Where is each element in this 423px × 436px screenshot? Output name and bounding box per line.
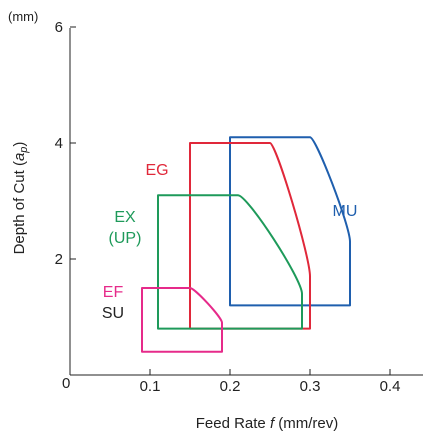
region-eg [189,142,311,330]
x-axis-title-part: Feed Rate [196,415,270,432]
y-axis-title-close: ) [11,142,28,147]
origin-label: 0 [62,375,70,392]
y-axis-title-subscript: p [18,147,30,154]
y-tick-label: 4 [55,135,63,152]
y-unit-label: (mm) [8,9,38,24]
series-label-ef: EF [103,284,124,301]
x-tick-label: 0.1 [140,378,161,395]
series-label-su: SU [102,305,124,322]
series-label-ex-up: (UP) [109,230,142,247]
y-axis-title: Depth of Cut (ap) [11,142,30,255]
x-tick-label: 0.4 [380,378,401,395]
series-label-ex-up: EX [114,209,136,226]
x-axis-title: Feed Rate f (mm/rev) [196,415,339,432]
series-label-mu: MU [333,203,358,220]
region-ex-up [157,194,303,330]
axes [69,28,423,376]
y-tick-label: 6 [55,19,63,36]
x-axis-title-variable: f [270,415,276,432]
labels: MU EG EX (UP) EF SU [102,162,358,322]
region-ef [141,287,223,353]
series-label-eg: EG [145,162,168,179]
x-tick-label: 0.2 [220,378,241,395]
y-tick-label: 2 [55,251,63,268]
regions [141,136,351,353]
y-axis-title-part: Depth of Cut ( [11,161,28,254]
x-axis-title-unit: (mm/rev) [274,415,338,432]
region-mu [229,136,351,307]
ticks: 0.1 0.2 0.3 0.4 2 4 6 [55,19,401,395]
y-axis-title-variable: a [11,153,28,161]
x-tick-label: 0.3 [300,378,321,395]
